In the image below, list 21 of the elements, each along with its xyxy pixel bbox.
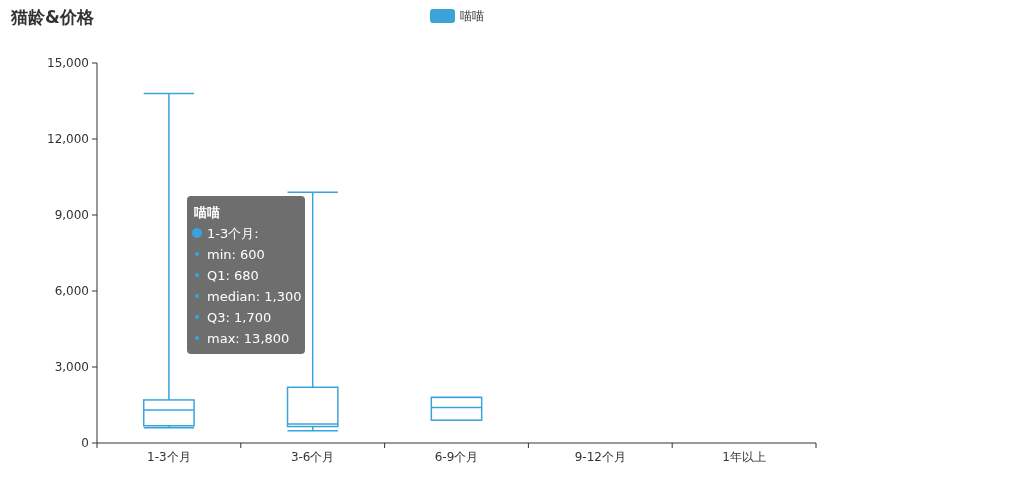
- y-tick-label: 12,000: [47, 132, 89, 146]
- y-tick-label: 9,000: [54, 208, 89, 222]
- chart-title: 猫龄&价格: [10, 7, 95, 27]
- x-tick-label: 1年以上: [722, 450, 766, 464]
- annotation: min: 600: [207, 247, 265, 262]
- annotation: 1-3个月:: [207, 226, 259, 241]
- legend-label: 喵喵: [460, 9, 484, 23]
- x-tick-label: 1-3个月: [147, 450, 191, 464]
- y-tick-label: 15,000: [47, 56, 89, 70]
- x-tick-label: 6-9个月: [434, 450, 479, 464]
- x-tick-label: 3-6个月: [290, 450, 335, 464]
- x-tick-label: 9-12个月: [574, 450, 626, 464]
- annotation: median: 1,300: [207, 289, 302, 304]
- y-tick-label: 3,000: [54, 360, 89, 374]
- y-tick-label: 0: [81, 436, 89, 450]
- annotation: Q1: 680: [207, 268, 259, 283]
- legend: 喵喵: [430, 9, 484, 23]
- annotation: Q3: 1,700: [207, 310, 272, 325]
- text: 喵喵: [194, 205, 220, 220]
- annotation: max: 13,800: [207, 331, 290, 346]
- y-tick-label: 6,000: [54, 284, 89, 298]
